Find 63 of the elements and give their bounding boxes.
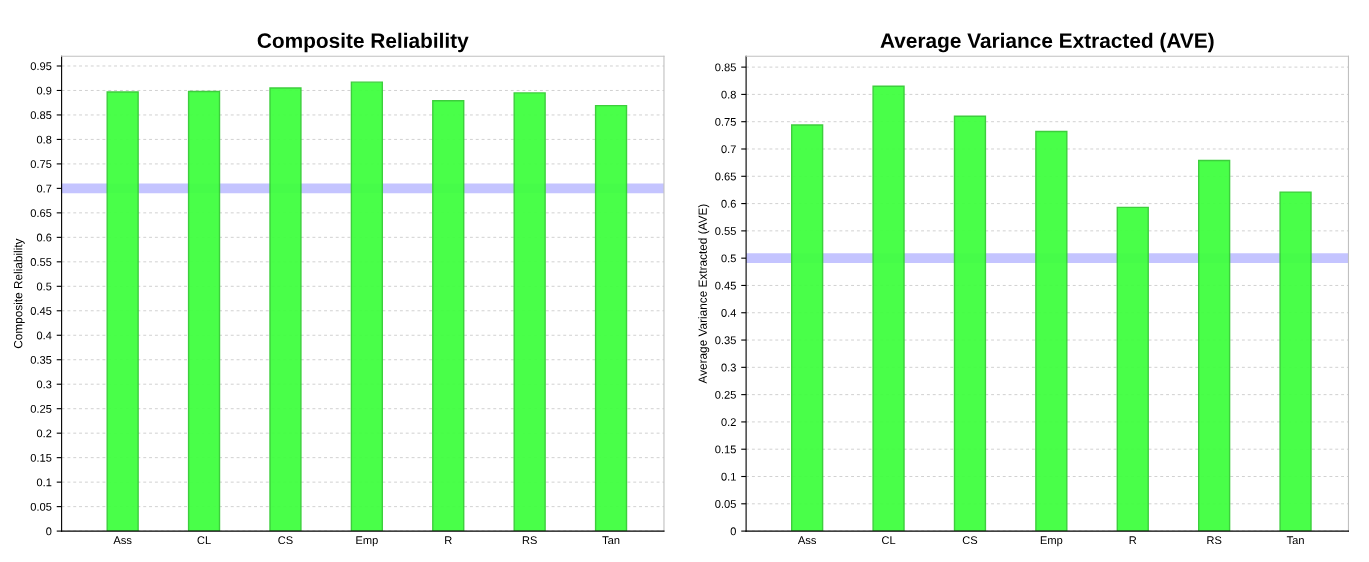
x-tick-label: RS bbox=[522, 536, 537, 545]
y-tick-label: 0.3 bbox=[721, 363, 736, 372]
y-tick-label: 0.75 bbox=[715, 117, 736, 126]
y-tick-label: 0.05 bbox=[715, 500, 736, 508]
y-tick-label: 0.7 bbox=[721, 145, 736, 154]
y-tick-label: 0.2 bbox=[721, 418, 736, 427]
y-tick-label: 0 bbox=[730, 527, 736, 536]
y-tick-label: 0.05 bbox=[30, 502, 52, 511]
x-tick-label: Ass bbox=[797, 536, 817, 545]
x-tick-label: Ass bbox=[113, 536, 132, 545]
chart-title: Average Variance Extracted (AVE) bbox=[880, 32, 1214, 53]
x-tick-label: CL bbox=[882, 536, 896, 545]
y-tick-label: 0.3 bbox=[36, 380, 52, 389]
y-tick-label: 0.55 bbox=[715, 227, 736, 236]
y-axis-title: Average Variance Extracted (AVE) bbox=[698, 204, 710, 384]
x-tick-label: R bbox=[1129, 536, 1137, 544]
y-tick-label: 0.2 bbox=[36, 429, 52, 438]
y-tick-label: 0.45 bbox=[30, 307, 52, 315]
y-tick-label: 0.4 bbox=[36, 331, 52, 340]
y-tick-label: 0.85 bbox=[715, 63, 736, 72]
y-tick-label: 0.85 bbox=[30, 111, 52, 120]
bar bbox=[1035, 130, 1068, 532]
x-tick-label: RS bbox=[1207, 536, 1222, 545]
y-tick-label: 0.5 bbox=[721, 254, 736, 263]
bar bbox=[1116, 206, 1149, 532]
y-tick-label: 0.9 bbox=[36, 86, 52, 95]
bar bbox=[790, 124, 824, 532]
bar bbox=[953, 115, 987, 532]
x-tick-label: Tan bbox=[1286, 536, 1304, 545]
y-tick-label: 0.45 bbox=[715, 281, 736, 290]
y-tick-label: 0.15 bbox=[715, 445, 736, 454]
y-tick-label: 0.35 bbox=[715, 336, 736, 345]
y-axis-title: Composite Reliability bbox=[13, 238, 25, 349]
y-tick-label: 0.35 bbox=[30, 356, 52, 364]
y-tick-label: 0.6 bbox=[36, 233, 52, 242]
y-tick-label: 0 bbox=[46, 527, 52, 536]
y-tick-label: 0.8 bbox=[36, 135, 52, 144]
x-tick-label: CS bbox=[278, 536, 293, 545]
y-tick-label: 0.8 bbox=[721, 90, 736, 99]
x-tick-label: R bbox=[445, 536, 452, 544]
y-tick-label: 0.6 bbox=[721, 199, 736, 208]
bar bbox=[1197, 159, 1231, 532]
y-tick-label: 0.4 bbox=[721, 309, 737, 317]
y-tick-label: 0.15 bbox=[30, 453, 52, 462]
bar bbox=[872, 85, 905, 532]
y-tick-label: 0.1 bbox=[36, 478, 52, 487]
x-tick-label: CS bbox=[962, 536, 978, 545]
y-tick-label: 0.95 bbox=[30, 62, 52, 71]
x-tick-label: Emp bbox=[356, 536, 378, 547]
x-tick-label: CL bbox=[197, 536, 211, 545]
y-tick-label: 0.5 bbox=[36, 282, 52, 291]
y-tick-label: 0.55 bbox=[30, 258, 52, 266]
x-tick-label: Tan bbox=[602, 536, 620, 545]
y-tick-label: 0.65 bbox=[30, 209, 52, 217]
chart-title: Composite Reliability bbox=[257, 32, 469, 53]
y-tick-label: 0.1 bbox=[721, 472, 736, 481]
y-tick-label: 0.7 bbox=[36, 184, 52, 193]
x-tick-label: Emp bbox=[1040, 536, 1063, 547]
y-tick-label: 0.25 bbox=[30, 404, 52, 413]
y-tick-label: 0.65 bbox=[715, 172, 736, 181]
y-tick-label: 0.75 bbox=[30, 160, 52, 169]
y-tick-label: 0.25 bbox=[715, 390, 736, 399]
bar bbox=[1279, 191, 1312, 532]
